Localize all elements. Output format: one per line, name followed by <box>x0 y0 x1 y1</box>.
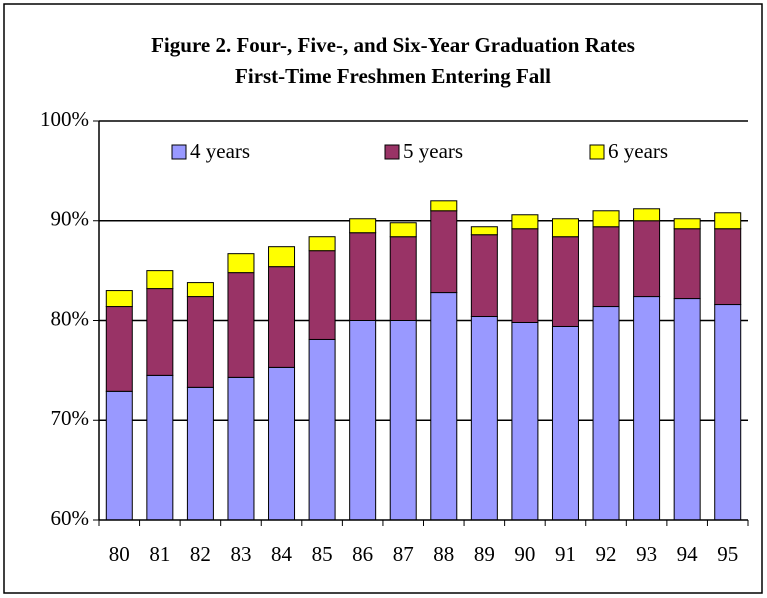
x-tick-label: 86 <box>352 542 373 566</box>
bar-segment <box>146 374 174 521</box>
bar-segment <box>673 228 701 300</box>
bar-segment <box>268 266 296 368</box>
x-tick-label: 84 <box>271 542 293 566</box>
bar-segment <box>389 236 417 322</box>
bar-segment <box>592 210 620 228</box>
bar-segment <box>105 306 133 392</box>
bar-segment <box>105 390 133 521</box>
x-tick-label: 91 <box>555 542 576 566</box>
bar-segment <box>673 298 701 521</box>
legend-swatch <box>589 144 605 160</box>
bar-segment <box>349 232 377 321</box>
x-tick-label: 89 <box>474 542 495 566</box>
x-tick-label: 95 <box>717 542 738 566</box>
bar-segment <box>146 270 174 290</box>
bar-segment <box>389 222 417 238</box>
y-tick-label: 90% <box>51 207 90 231</box>
chart-title: Figure 2. Four-, Five-, and Six-Year Gra… <box>151 33 635 57</box>
bar-segment <box>633 220 661 298</box>
bar-segment <box>714 212 742 230</box>
bar-segment <box>186 282 214 298</box>
bar-segment <box>470 234 498 318</box>
bar-segment <box>430 292 458 521</box>
y-tick-label: 100% <box>40 107 89 131</box>
bar-segment <box>268 366 296 521</box>
bar-segment <box>714 228 742 306</box>
bar-segment <box>430 200 458 212</box>
bar-segment <box>186 386 214 521</box>
y-tick-label: 60% <box>51 506 90 530</box>
legend-swatch <box>384 144 400 160</box>
legend-label: 6 years <box>608 139 668 163</box>
x-tick-label: 85 <box>312 542 333 566</box>
bar-segment <box>268 246 296 268</box>
legend-label: 4 years <box>190 139 250 163</box>
bar-segment <box>308 250 336 340</box>
chart-subtitle: First-Time Freshmen Entering Fall <box>235 64 551 88</box>
bar-segment <box>227 253 255 274</box>
legend-swatch <box>171 144 187 160</box>
bar-segment <box>714 304 742 521</box>
bar-segment <box>227 272 255 378</box>
bar-segment <box>551 325 579 521</box>
bar-segment <box>470 226 498 236</box>
bar-segment <box>551 236 579 327</box>
bar-segment <box>511 228 539 323</box>
bar-segment <box>308 236 336 252</box>
x-tick-label: 88 <box>433 542 454 566</box>
bar-segment <box>105 290 133 308</box>
x-tick-label: 81 <box>149 542 170 566</box>
x-tick-label: 92 <box>596 542 617 566</box>
x-tick-label: 83 <box>230 542 251 566</box>
bar-segment <box>592 226 620 308</box>
x-tick-label: 94 <box>677 542 699 566</box>
x-tick-label: 87 <box>393 542 414 566</box>
bar-segment <box>146 288 174 376</box>
x-tick-label: 90 <box>514 542 535 566</box>
bar-segment <box>633 208 661 222</box>
bar-segment <box>349 218 377 234</box>
x-tick-label: 80 <box>109 542 130 566</box>
bar-segment <box>633 296 661 521</box>
bar-segment <box>430 210 458 294</box>
y-tick-label: 70% <box>51 406 90 430</box>
legend-label: 5 years <box>403 139 463 163</box>
bar-segment <box>389 320 417 521</box>
bar-segment <box>592 306 620 521</box>
bar-segment <box>470 316 498 521</box>
bar-segment <box>349 320 377 521</box>
bar-segment <box>673 218 701 230</box>
x-tick-label: 93 <box>636 542 657 566</box>
bar-segment <box>551 218 579 238</box>
bar-segment <box>511 321 539 521</box>
bar-segment <box>227 376 255 521</box>
bar-segment <box>186 296 214 388</box>
x-tick-label: 82 <box>190 542 211 566</box>
y-tick-label: 80% <box>51 306 90 330</box>
bar-segment <box>308 338 336 521</box>
bar-segment <box>511 214 539 230</box>
